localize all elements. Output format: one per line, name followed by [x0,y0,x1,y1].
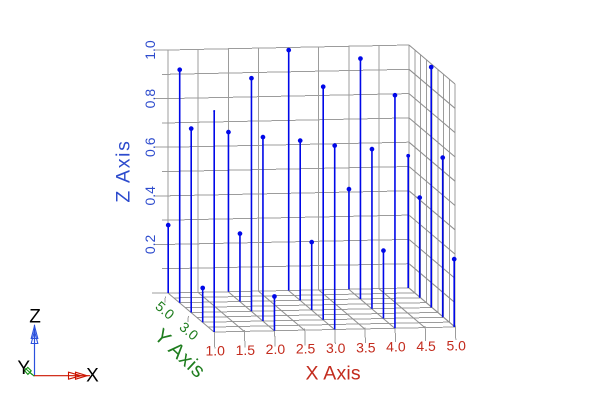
svg-text:5.0: 5.0 [446,337,466,353]
svg-text:1.0: 1.0 [205,342,225,358]
svg-text:0.2: 0.2 [142,234,158,254]
svg-text:1.5: 1.5 [236,342,256,358]
svg-text:4.0: 4.0 [386,339,406,355]
svg-text:X: X [86,365,99,386]
svg-text:3.5: 3.5 [356,339,376,355]
svg-text:3.0: 3.0 [326,340,346,356]
svg-text:1.0: 1.0 [142,40,158,60]
svg-text:Z: Z [29,307,41,328]
svg-text:Z Axis: Z Axis [113,139,135,202]
svg-text:X Axis: X Axis [306,363,361,385]
svg-text:5.0: 5.0 [152,298,177,323]
svg-text:2.5: 2.5 [296,341,316,357]
svg-text:0.6: 0.6 [142,137,158,157]
svg-text:0.8: 0.8 [142,89,158,109]
svg-text:2.0: 2.0 [266,341,286,357]
svg-text:4.5: 4.5 [416,338,436,354]
svg-text:0.4: 0.4 [142,186,158,206]
svg-text:Y: Y [17,358,30,379]
